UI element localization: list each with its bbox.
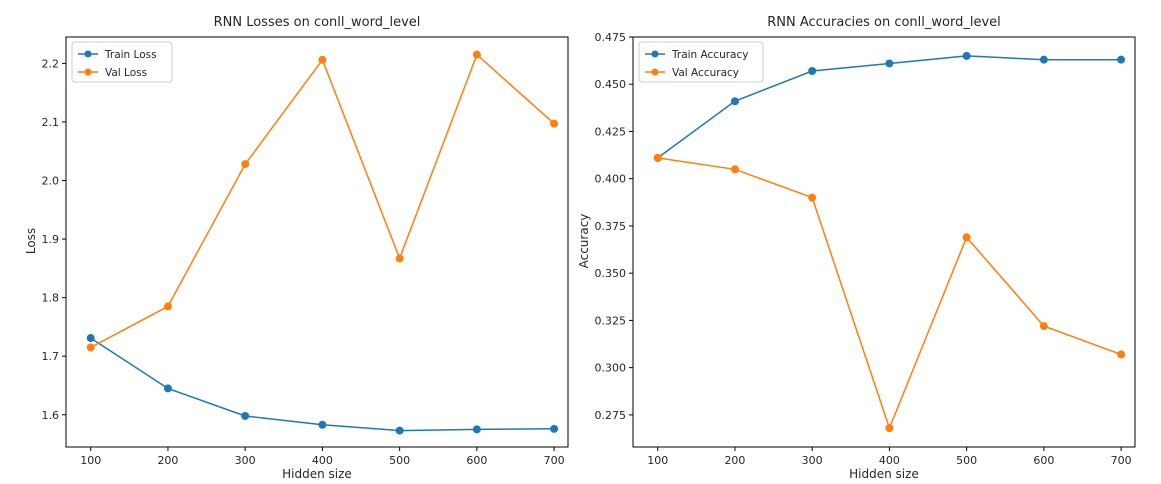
accuracy-chart-point	[1117, 55, 1126, 64]
accuracy-chart-ytick-label: 0.450	[595, 78, 627, 91]
accuracy-chart-point	[1117, 350, 1126, 359]
accuracy-chart-frame	[632, 36, 1136, 448]
accuracy-chart-ytick-label: 0.400	[595, 173, 627, 186]
loss-chart-series	[86, 50, 559, 435]
loss-chart-point	[318, 55, 327, 64]
accuracy-chart-ytick-label: 0.475	[595, 31, 627, 44]
loss-chart-point	[472, 50, 481, 59]
accuracy-chart-xtick-label: 200	[724, 454, 745, 467]
loss-chart-frame	[65, 36, 569, 448]
accuracy-chart-point	[885, 59, 894, 68]
loss-chart-legend-marker	[84, 68, 92, 76]
loss-chart-legend-marker	[84, 50, 92, 58]
loss-chart-legend: Train Loss Val Loss	[71, 41, 173, 83]
loss-chart-xtick-label: 600	[466, 454, 487, 467]
loss-chart-xtick-label: 200	[157, 454, 178, 467]
loss-chart-legend-label: Train Loss	[104, 49, 157, 61]
loss-chart-xtick-label: 700	[544, 454, 565, 467]
accuracy-chart-legend: Train Accuracy Val Accuracy	[638, 41, 764, 83]
accuracy-chart-point	[730, 165, 739, 174]
accuracy-chart-point	[885, 424, 894, 433]
loss-chart-ytick-label: 1.6	[42, 409, 60, 422]
loss-chart-xtick-label: 300	[235, 454, 256, 467]
accuracy-chart-xtick-label: 100	[647, 454, 668, 467]
loss-chart-xlabel: Hidden size	[282, 467, 352, 481]
loss-chart-ytick-label: 2.2	[42, 57, 60, 70]
accuracy-chart-ticks: 100 200 300 400 500 600 700 0.275 0.300 0.325 0.35…	[595, 31, 1132, 467]
loss-chart-point	[86, 334, 95, 343]
loss-chart-point	[86, 343, 95, 352]
loss-chart-point	[163, 384, 172, 393]
loss-chart-legend-label: Val Loss	[105, 67, 147, 79]
loss-chart-ytick-label: 1.7	[42, 350, 60, 363]
loss-chart-point	[318, 420, 327, 429]
accuracy-chart-series-line	[657, 157, 1122, 431]
accuracy-chart-point	[962, 233, 971, 242]
accuracy-chart-point	[1039, 55, 1048, 64]
loss-chart-ytick-label: 2.0	[42, 175, 60, 188]
accuracy-chart-point	[962, 51, 971, 60]
accuracy-chart-xtick-label: 700	[1111, 454, 1132, 467]
accuracy-chart-ytick-label: 0.300	[595, 362, 627, 375]
accuracy-chart-title: RNN Accuracies on conll_word_level	[767, 15, 1001, 30]
accuracy-chart-legend-marker	[651, 68, 659, 76]
accuracy-chart-ytick-label: 0.425	[595, 125, 627, 138]
accuracy-chart-legend-box	[638, 41, 764, 83]
accuracy-chart-point	[808, 193, 817, 202]
accuracy-chart-point	[1039, 322, 1048, 331]
accuracy-chart-ytick-label: 0.350	[595, 267, 627, 280]
loss-chart-point	[550, 424, 559, 433]
loss-chart-series-line	[90, 53, 555, 349]
loss-chart-point	[395, 254, 404, 263]
accuracy-chart-xtick-label: 600	[1033, 454, 1054, 467]
loss-chart-series-line	[90, 337, 555, 432]
accuracy-chart-ytick-label: 0.325	[595, 314, 627, 327]
loss-chart-ylabel: Loss	[24, 228, 38, 254]
loss-chart-point	[241, 411, 250, 420]
loss-chart-ytick-label: 1.9	[42, 233, 60, 246]
loss-chart-point	[241, 160, 250, 169]
loss-chart-xtick-label: 100	[80, 454, 101, 467]
accuracy-chart-legend-marker	[651, 50, 659, 58]
loss-chart-point	[472, 425, 481, 434]
loss-chart: RNN Losses on conll_word_level Hidden si…	[24, 15, 569, 481]
accuracy-chart-series	[653, 51, 1126, 433]
accuracy-chart-point	[808, 67, 817, 76]
loss-chart-ticks: 100 200 300 400 500 600 700 1.6 1.7 1.8 1.9 2.0 2.1 2…	[42, 57, 565, 467]
accuracy-chart: RNN Accuracies on conll_word_level Hidde…	[577, 15, 1136, 481]
accuracy-chart-xtick-label: 400	[879, 454, 900, 467]
loss-chart-title: RNN Losses on conll_word_level	[214, 15, 421, 30]
accuracy-chart-ytick-label: 0.275	[595, 409, 627, 422]
accuracy-chart-point	[730, 97, 739, 106]
accuracy-chart-xtick-label: 500	[956, 454, 977, 467]
accuracy-chart-ylabel: Accuracy	[577, 214, 591, 269]
loss-chart-xtick-label: 400	[312, 454, 333, 467]
accuracy-chart-legend-label: Train Accuracy	[671, 49, 748, 61]
accuracy-chart-xlabel: Hidden size	[849, 467, 919, 481]
loss-chart-point	[550, 119, 559, 128]
loss-chart-ytick-label: 2.1	[42, 116, 60, 129]
accuracy-chart-ytick-label: 0.375	[595, 220, 627, 233]
loss-chart-xtick-label: 500	[389, 454, 410, 467]
accuracy-chart-legend-label: Val Accuracy	[672, 67, 739, 79]
accuracy-chart-point	[653, 153, 662, 162]
loss-chart-ytick-label: 1.8	[42, 292, 60, 305]
accuracy-chart-xtick-label: 300	[802, 454, 823, 467]
loss-chart-point	[163, 302, 172, 311]
loss-chart-point	[395, 426, 404, 435]
